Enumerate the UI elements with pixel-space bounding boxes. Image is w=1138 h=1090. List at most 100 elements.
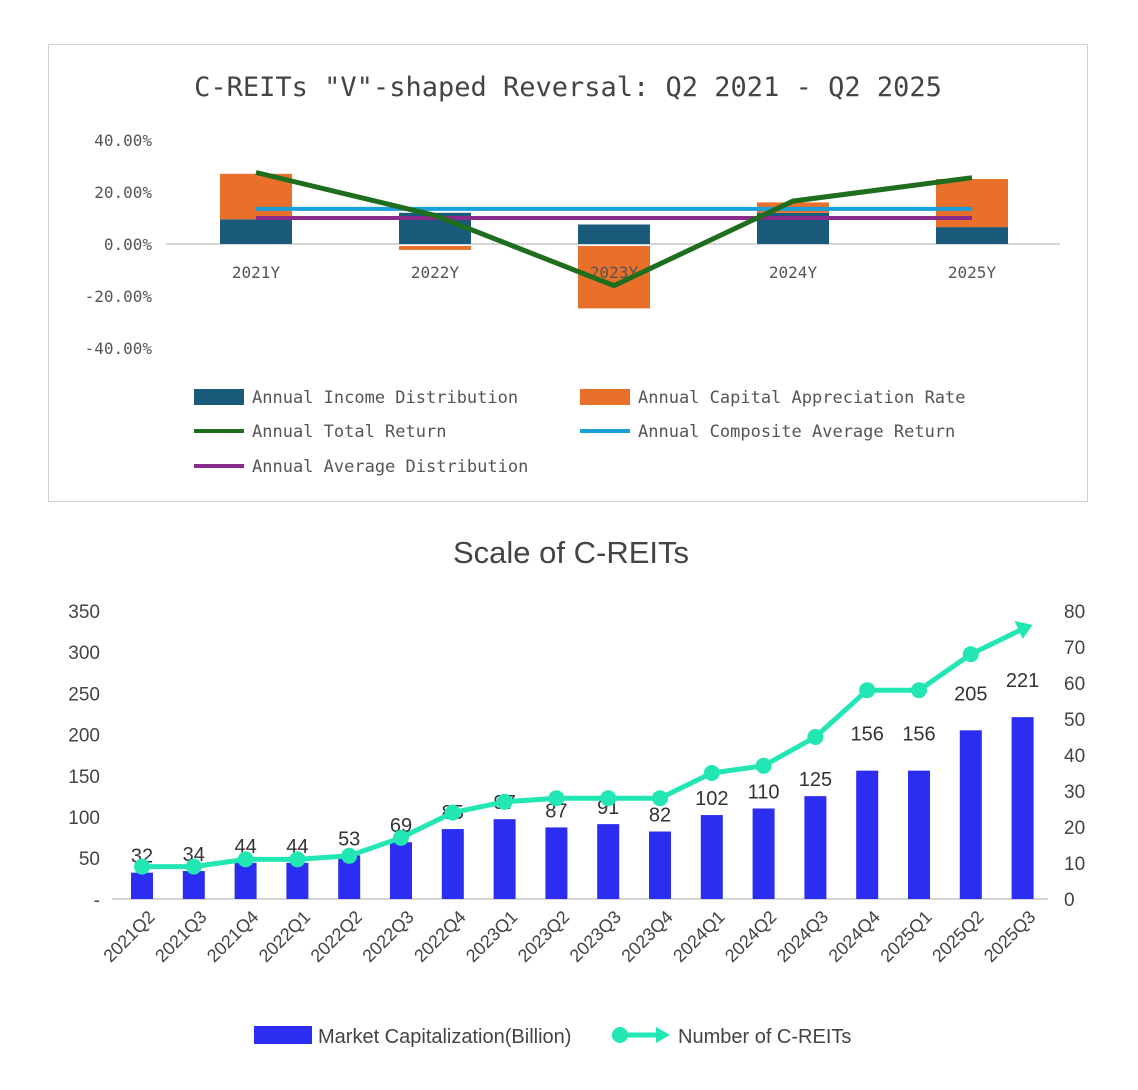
number-marker xyxy=(134,858,150,875)
market-cap-bar xyxy=(493,819,516,899)
data-label: 102 xyxy=(695,788,728,810)
number-marker xyxy=(859,682,876,699)
arrowhead-icon xyxy=(656,1027,670,1043)
market-cap-bar xyxy=(959,730,982,899)
number-marker xyxy=(755,757,772,774)
capital-bar xyxy=(399,246,471,250)
data-label: 34 xyxy=(183,844,205,866)
data-label: 82 xyxy=(649,805,671,827)
data-label: 125 xyxy=(799,769,832,791)
y-tick-label: 20.00% xyxy=(94,183,152,202)
market-cap-bar xyxy=(752,808,775,899)
x-tick-label: 2024Q1 xyxy=(669,907,728,966)
x-tick-label: 2025Y xyxy=(948,263,997,282)
market-cap-bar xyxy=(1011,717,1034,899)
market-cap-bar xyxy=(390,842,412,899)
chart-title: C-REITs "V"-shaped Reversal: Q2 2021 - Q… xyxy=(194,72,942,103)
y-tick-label-right: 30 xyxy=(1064,782,1085,803)
legend-marker xyxy=(612,1027,628,1043)
data-label: 110 xyxy=(748,781,780,803)
arrowhead-icon xyxy=(1014,621,1033,639)
x-tick-label: 2023Q1 xyxy=(462,907,521,966)
x-tick-label: 2025Q2 xyxy=(928,907,987,966)
y-tick-label-right: 20 xyxy=(1064,818,1085,839)
y-tick-label-left: 150 xyxy=(68,767,100,788)
number-marker xyxy=(341,847,358,864)
x-tick-label: 2024Y xyxy=(769,263,818,282)
y-tick-label-right: 50 xyxy=(1064,710,1085,731)
legend-label: Annual Composite Average Return xyxy=(638,422,955,442)
data-label: 44 xyxy=(234,836,256,858)
y-tick-label-right: 10 xyxy=(1064,854,1085,875)
x-tick-label: 2023Q2 xyxy=(514,907,573,966)
number-marker xyxy=(962,646,979,663)
y-tick-label: 40.00% xyxy=(94,131,152,150)
income-bar xyxy=(220,219,292,244)
y-tick-label-left: 300 xyxy=(68,643,100,664)
y-tick-label-right: 40 xyxy=(1064,746,1085,767)
number-marker xyxy=(237,851,254,868)
number-marker xyxy=(548,790,565,807)
number-marker xyxy=(807,729,824,745)
number-marker xyxy=(496,793,513,810)
number-marker xyxy=(393,829,409,846)
market-cap-bar xyxy=(700,815,723,899)
x-tick-label: 2024Q3 xyxy=(773,907,832,966)
data-label: 205 xyxy=(954,683,987,705)
market-cap-bar xyxy=(545,827,568,899)
x-tick-label: 2024Q2 xyxy=(721,907,780,966)
number-marker xyxy=(185,858,202,875)
number-marker xyxy=(444,804,461,821)
y-tick-label-right: 70 xyxy=(1064,638,1085,659)
legend-swatch xyxy=(580,389,630,405)
y-tick-label-left: 250 xyxy=(68,684,100,705)
legend-swatch xyxy=(254,1026,312,1044)
income-bar xyxy=(578,224,650,244)
data-label: 69 xyxy=(390,815,412,837)
y-tick-label: 0.00% xyxy=(104,235,153,254)
market-cap-bar xyxy=(908,770,930,899)
x-tick-label: 2022Q4 xyxy=(410,907,469,966)
legend-label: Number of C-REITs xyxy=(678,1026,851,1048)
market-cap-bar xyxy=(856,770,879,899)
legend-label: Market Capitalization(Billion) xyxy=(318,1026,571,1048)
number-marker xyxy=(289,851,306,868)
x-tick-label: 2021Y xyxy=(232,263,281,282)
x-tick-label: 2022Q1 xyxy=(255,907,314,966)
x-tick-label: 2023Q3 xyxy=(566,907,625,966)
market-cap-bar xyxy=(234,862,257,899)
x-tick-label: 2023Q4 xyxy=(617,907,676,966)
data-label: 156 xyxy=(851,724,884,746)
number-marker xyxy=(652,790,668,807)
capital-bar xyxy=(220,173,292,220)
market-cap-bar xyxy=(182,871,205,899)
number-marker xyxy=(911,682,927,699)
x-tick-label: 2024Q4 xyxy=(825,907,884,966)
legend-label: Annual Income Distribution xyxy=(252,388,518,408)
x-tick-label: 2022Q3 xyxy=(358,907,417,966)
data-label: 53 xyxy=(338,828,360,850)
data-label: 44 xyxy=(286,836,308,858)
x-tick-label: 2021Q3 xyxy=(151,907,210,966)
legend-swatch xyxy=(194,389,244,405)
returns-chart-frame xyxy=(48,44,1088,502)
x-tick-label: 2025Q1 xyxy=(876,907,935,966)
y-tick-label-left: 350 xyxy=(68,602,100,623)
data-label: 87 xyxy=(545,800,567,822)
legend-label: Annual Average Distribution xyxy=(252,457,528,477)
y-tick-label-left: 100 xyxy=(68,808,100,829)
y-tick-label-right: 0 xyxy=(1064,890,1075,911)
legend-label: Annual Total Return xyxy=(252,422,446,442)
y-tick-label-left: 50 xyxy=(79,849,100,870)
x-tick-label: 2025Q3 xyxy=(980,907,1039,966)
line-annual-total-return xyxy=(255,170,973,289)
y-tick-label: -40.00% xyxy=(85,339,153,358)
y-tick-label-left: - xyxy=(94,890,100,911)
number-of-creits-line xyxy=(142,626,1024,870)
data-label: 156 xyxy=(902,724,935,746)
market-cap-bar xyxy=(441,829,464,899)
chart-title: Scale of C-REITs xyxy=(453,535,689,570)
legend-label: Annual Capital Appreciation Rate xyxy=(638,388,966,408)
data-label: 221 xyxy=(1006,670,1039,692)
